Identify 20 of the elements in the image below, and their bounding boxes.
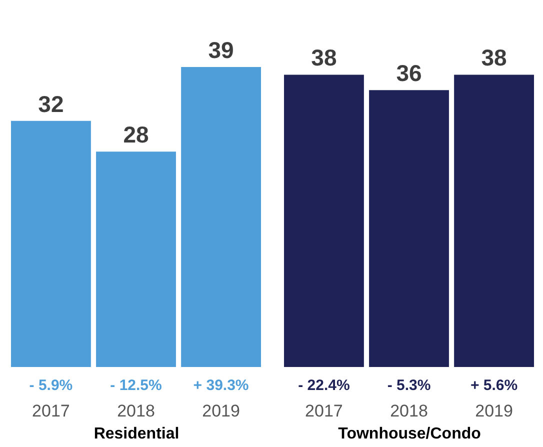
data-label: 36: [396, 60, 422, 86]
text: - 5.9%: [29, 377, 73, 394]
data-label: 28: [123, 122, 149, 148]
text: + 39.3%: [193, 377, 249, 394]
x-axis-title: Residential: [94, 426, 180, 442]
text: - 12.5%: [110, 377, 162, 394]
x-tick-label: 2018: [390, 402, 428, 420]
text: + 5.6%: [470, 377, 518, 394]
data-label: 32: [38, 90, 64, 117]
x-axis-title: Townhouse/Condo: [338, 426, 482, 442]
x-tick-label: 2017: [32, 402, 70, 420]
x-tick-label: 2019: [202, 402, 240, 420]
data-label: 39: [208, 37, 234, 63]
data-label: 38: [481, 44, 508, 71]
x-tick-label: 2019: [475, 402, 513, 420]
x-tick-label: 2018: [117, 402, 155, 420]
text: - 22.4%: [298, 377, 350, 394]
text: - 5.3%: [387, 377, 431, 394]
x-tick-label: 2017: [305, 402, 343, 420]
data-label: 38: [311, 44, 337, 71]
